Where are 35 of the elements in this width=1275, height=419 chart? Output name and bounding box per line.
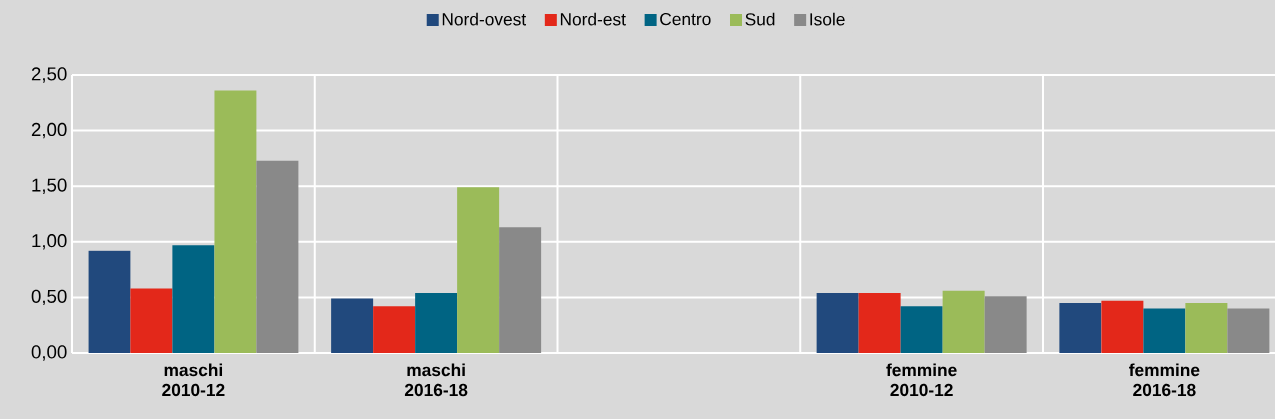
x-tick-label: maschi 2016-18 — [404, 363, 468, 397]
legend-label: Sud — [745, 12, 775, 26]
y-tick-label: 1,50 — [32, 178, 67, 194]
x-tick-label: femmine 2016-18 — [1129, 363, 1200, 397]
bar — [858, 292, 901, 353]
y-tick-label: 2,50 — [31, 67, 67, 83]
bar — [331, 298, 374, 353]
x-tick-label: maschi 2010-12 — [162, 363, 225, 397]
bar — [256, 160, 299, 353]
bar — [214, 90, 257, 353]
bar — [984, 296, 1027, 353]
bar — [1059, 302, 1102, 353]
y-tick-label: 0,00 — [31, 345, 67, 361]
legend-label: Centro — [660, 12, 711, 26]
bar — [942, 290, 985, 353]
bar — [1143, 308, 1186, 353]
y-tick-label: 0,50 — [31, 289, 67, 306]
y-tick-label: 1,00 — [32, 234, 67, 250]
bar — [88, 250, 131, 353]
bar — [1185, 302, 1228, 353]
bar — [172, 245, 215, 353]
x-tick-label: femmine 2010-12 — [886, 363, 957, 397]
legend-label: Isole — [810, 12, 845, 26]
bar — [1227, 308, 1270, 353]
bar — [1101, 300, 1144, 353]
bar — [499, 227, 542, 353]
bar — [900, 306, 943, 353]
bar — [816, 292, 859, 353]
legend-label: Nord-est — [560, 12, 626, 26]
bar — [457, 187, 500, 353]
legend-label: Nord-ovest — [442, 12, 527, 26]
bar — [415, 292, 458, 353]
bar — [130, 288, 173, 353]
bar — [373, 306, 416, 353]
y-tick-label: 2,00 — [31, 122, 67, 139]
